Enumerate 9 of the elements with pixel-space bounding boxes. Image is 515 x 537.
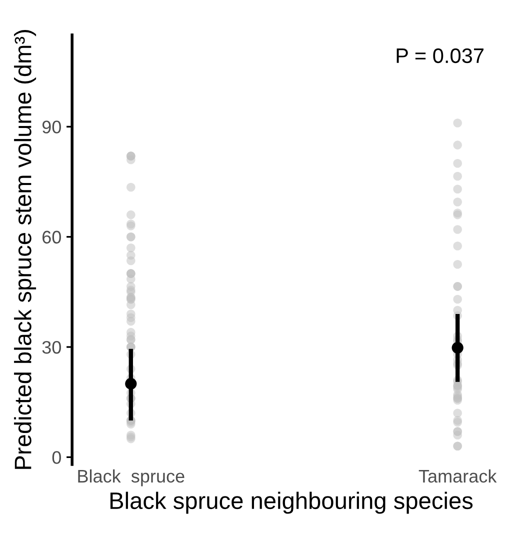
x-tick-label: Black spruce [78,469,184,486]
x-tick-label: Tamarack [418,469,497,483]
y-tick-label: 90 [42,120,61,134]
x-axis-title: Black spruce neighbouring species [110,492,473,514]
y-tick-label: 0 [52,451,61,464]
y-tick-label: 60 [42,230,61,244]
annotation: P = 0.037 [396,48,484,64]
y-tick-label: 30 [42,340,61,354]
y-axis-title: Predicted black spruce stem volume (dm³) [14,30,36,469]
